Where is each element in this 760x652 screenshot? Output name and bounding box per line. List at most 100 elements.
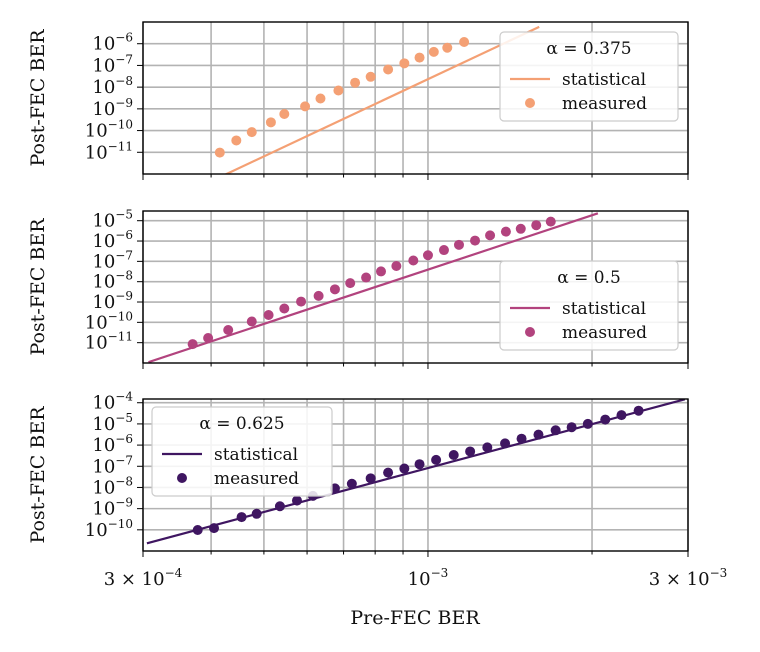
measured-point xyxy=(399,58,410,69)
measured-point xyxy=(231,135,242,146)
y-tick-label: 10−9 xyxy=(92,496,133,520)
legend-label-measured: measured xyxy=(562,94,647,114)
y-tick-labels: 10−410−510−610−710−810−910−10 xyxy=(85,390,143,541)
legend: α = 0.375 statistical measured xyxy=(499,31,679,122)
measured-point xyxy=(453,239,464,250)
measured-point xyxy=(345,278,356,289)
measured-point xyxy=(209,523,220,534)
measured-point xyxy=(616,410,627,421)
plot-frame xyxy=(142,21,689,175)
measured-point xyxy=(223,325,234,336)
measured-point xyxy=(296,296,307,307)
measured-point xyxy=(291,495,302,506)
measured-point xyxy=(485,230,496,241)
measured-point xyxy=(333,85,344,96)
measured-point xyxy=(633,405,644,416)
measured-point xyxy=(516,433,527,444)
measured-point xyxy=(214,147,225,158)
measured-point xyxy=(515,223,526,234)
series-group xyxy=(148,212,599,363)
x-tick-label: 10−3 xyxy=(408,566,449,590)
y-tick-label: 10−10 xyxy=(85,118,133,142)
measured-point xyxy=(414,459,425,470)
measured-point xyxy=(399,463,410,474)
y-tick-label: 10−9 xyxy=(92,289,133,313)
y-tick-label: 10−5 xyxy=(92,208,133,232)
measured-point xyxy=(361,272,372,283)
measured-point xyxy=(329,284,340,295)
y-tick-label: 10−7 xyxy=(92,248,133,272)
series-group xyxy=(214,25,540,174)
y-tick-label: 10−5 xyxy=(92,411,133,435)
measured-point xyxy=(533,429,544,440)
measured-point xyxy=(279,108,290,119)
measured-point xyxy=(422,250,433,261)
y-tick-label: 10−10 xyxy=(85,517,133,541)
measured-point xyxy=(545,216,556,227)
y-tick-label: 10−11 xyxy=(85,330,133,354)
measured-point xyxy=(279,303,290,314)
y-tick-label: 10−6 xyxy=(92,31,133,55)
measured-point xyxy=(428,46,439,57)
statistical-line xyxy=(223,25,540,174)
measured-point xyxy=(236,512,247,523)
legend-label-statistical: statistical xyxy=(562,299,646,319)
legend: α = 0.5 statistical measured xyxy=(499,260,679,351)
measured-point xyxy=(265,117,276,128)
legend-title: α = 0.625 xyxy=(199,414,284,434)
legend-box xyxy=(151,406,333,497)
measured-point xyxy=(375,266,386,277)
y-axis-label: Post-FEC BER xyxy=(27,29,49,167)
measured-point xyxy=(465,446,476,457)
measured-point xyxy=(192,525,203,536)
plot-series xyxy=(214,25,540,174)
measured-point xyxy=(346,478,357,489)
statistical-line xyxy=(148,212,599,363)
measured-point xyxy=(408,255,419,266)
legend-marker-swatch xyxy=(177,473,187,483)
measured-point xyxy=(431,454,442,465)
measured-point xyxy=(365,473,376,484)
measured-point xyxy=(187,339,198,350)
y-tick-label: 10−8 xyxy=(92,269,133,293)
plot-frame xyxy=(142,398,689,552)
y-axis-label: Post-FEC BER xyxy=(27,218,49,356)
measured-point xyxy=(459,36,470,47)
measured-point xyxy=(391,261,402,272)
measured-point xyxy=(414,52,425,63)
measured-point xyxy=(365,71,376,82)
measured-point xyxy=(246,316,257,327)
panel-alpha-0625: 10−410−510−610−710−810−910−10 Post-FEC B… xyxy=(27,390,727,629)
legend-label-statistical: statistical xyxy=(214,445,298,465)
measured-point xyxy=(566,422,577,433)
y-tick-label: 10−8 xyxy=(92,74,133,98)
legend-label-statistical: statistical xyxy=(562,70,646,90)
measured-point xyxy=(531,220,542,231)
plot-series xyxy=(148,212,599,363)
y-tick-label: 10−9 xyxy=(92,96,133,120)
legend-title: α = 0.375 xyxy=(546,39,631,59)
measured-point xyxy=(300,101,311,112)
measured-point xyxy=(383,64,394,75)
plot-frame xyxy=(142,210,689,364)
measured-point xyxy=(274,501,285,512)
statistical-line xyxy=(146,399,686,545)
y-tick-label: 10−6 xyxy=(92,432,133,456)
y-tick-label: 10−4 xyxy=(92,390,133,414)
x-tick-label: 3 × 10−3 xyxy=(649,566,728,590)
legend-title: α = 0.5 xyxy=(557,268,621,288)
measured-point xyxy=(600,414,611,425)
y-tick-label: 10−6 xyxy=(92,228,133,252)
plot-series xyxy=(146,399,686,545)
measured-point xyxy=(470,235,481,246)
y-axis-label: Post-FEC BER xyxy=(27,406,49,544)
measured-point xyxy=(203,332,214,343)
measured-point xyxy=(315,93,326,104)
measured-point xyxy=(438,245,449,256)
legend: α = 0.625 statistical measured xyxy=(151,406,333,497)
